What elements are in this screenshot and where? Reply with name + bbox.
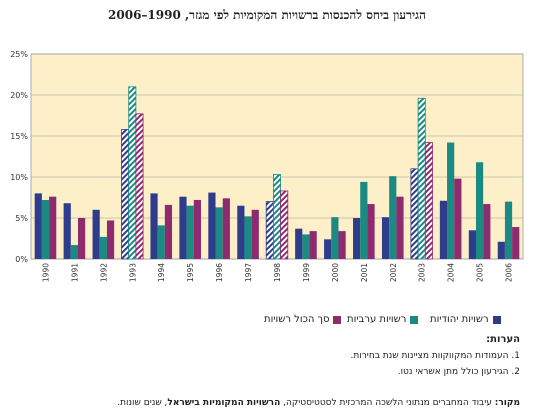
bar-2004-series-2 <box>447 142 455 259</box>
bar-1996-series-3 <box>222 198 230 259</box>
bar-2002-series-3 <box>396 196 404 259</box>
bar-1995-series-3 <box>193 199 201 259</box>
y-tick-label: 5% <box>15 214 28 223</box>
bar-2006-series-2 <box>504 201 513 259</box>
note-item-2: 2. הגירעון כולל מתן אשראי נטו. <box>397 367 520 377</box>
x-tick-label-2000: 2000 <box>331 263 340 282</box>
source-text: עיבוד המחברים מנתוני הלשכה המרכזית לסטטי… <box>283 398 492 408</box>
x-tick-label-2001: 2001 <box>360 263 369 282</box>
notes: הערות: 1. העמודות המקווקוות מציינות שנת … <box>20 334 521 383</box>
legend-label-total: סך הכול רשויות <box>264 314 330 325</box>
bar-1992-series-3 <box>106 220 115 259</box>
bar-2003-series-3 <box>424 142 433 260</box>
x-tick-label-1996: 1996 <box>215 263 224 282</box>
notes-heading: הערות: <box>486 334 520 345</box>
x-tick-label-1991: 1991 <box>70 263 79 282</box>
bar-2001-series-3 <box>367 204 375 259</box>
x-tick-label-1999: 1999 <box>302 263 311 282</box>
bar-2001-series-1 <box>353 218 361 259</box>
bar-chart: 0%5%10%15%20%25% 1990 1991 1992 1993 1994 199… <box>10 50 524 282</box>
bar-1992-series-1 <box>92 209 100 259</box>
legend-jewish: רשויות יהודיות <box>430 314 501 325</box>
bar-1999-series-3 <box>309 231 317 259</box>
bar-2006-series-1 <box>497 241 505 259</box>
bars <box>34 86 520 260</box>
bar-1994-series-3 <box>164 204 173 259</box>
bar-1995-series-1 <box>179 196 187 259</box>
y-axis-ticks: 0% 5% 10% 15% 20% 25% <box>10 50 28 264</box>
bar-1998-series-3 <box>280 190 289 260</box>
y-tick-label: 25% <box>10 50 28 59</box>
bar-1993-series-2 <box>128 86 137 260</box>
legend-label-arab: רשויות ערביות <box>347 314 407 325</box>
bar-1999-series-2 <box>302 234 310 259</box>
legend-swatch-jewish <box>492 315 501 324</box>
bar-1992-series-2 <box>99 236 107 259</box>
bar-1993-series-3 <box>135 113 144 260</box>
bar-2004-series-1 <box>439 200 448 259</box>
bar-1997-series-1 <box>237 205 245 259</box>
bar-1990-series-2 <box>41 199 50 259</box>
y-tick-label: 10% <box>10 173 28 182</box>
bar-1991-series-2 <box>70 245 79 259</box>
bar-2005-series-1 <box>468 230 476 259</box>
legend-total: סך הכול רשויות <box>264 314 342 325</box>
x-tick-label-2004: 2004 <box>447 263 456 282</box>
bar-1994-series-1 <box>150 193 158 259</box>
x-tick-label-1990: 1990 <box>41 263 50 282</box>
x-tick-label-1994: 1994 <box>157 263 166 282</box>
bar-2005-series-3 <box>483 204 491 259</box>
x-tick-label-1998: 1998 <box>273 263 282 282</box>
bar-1998-series-1 <box>265 201 274 260</box>
x-tick-label-2006: 2006 <box>505 263 514 282</box>
bar-2002-series-1 <box>381 217 390 259</box>
legend-arab: רשויות ערביות <box>347 314 419 325</box>
y-tick-label: 0% <box>15 255 28 264</box>
x-tick-label-1995: 1995 <box>186 263 195 282</box>
bar-1996-series-2 <box>215 207 223 259</box>
bar-1997-series-3 <box>251 209 259 259</box>
x-tick-label-1993: 1993 <box>128 263 137 282</box>
source-label: מקור: <box>494 398 520 408</box>
bar-1991-series-1 <box>63 203 71 259</box>
legend-swatch-total <box>333 315 342 324</box>
bar-1993-series-1 <box>121 129 130 260</box>
bar-2002-series-2 <box>389 176 397 259</box>
bar-1997-series-2 <box>244 216 252 259</box>
bar-1999-series-1 <box>295 228 303 259</box>
source-publication: הרשויות המקומיות בישראל <box>167 398 281 408</box>
x-tick-label-2003: 2003 <box>418 263 427 282</box>
note-item-1: 1. העמודות המקווקוות מציינות שנת בחירות. <box>350 351 521 361</box>
bar-1996-series-1 <box>208 192 216 259</box>
y-tick-label: 20% <box>10 91 28 100</box>
bar-2003-series-1 <box>410 168 419 260</box>
legend-label-jewish: רשויות יהודיות <box>430 314 489 325</box>
bar-2001-series-2 <box>360 181 368 259</box>
source-suffix: , שנים שונות. <box>117 398 168 408</box>
x-tick-label-2002: 2002 <box>389 263 398 282</box>
bar-2006-series-3 <box>512 227 520 259</box>
legend-swatch-arab <box>410 315 419 324</box>
bar-2003-series-2 <box>417 97 426 260</box>
x-tick-label-1992: 1992 <box>99 263 108 282</box>
bar-1990-series-1 <box>34 193 42 259</box>
chart-title: הגירעון ביחס להכנסות ברשויות המקומיות לפ… <box>108 8 426 22</box>
bar-2005-series-2 <box>475 162 484 259</box>
x-axis-ticks: 1990 1991 1992 1993 1994 1995 1996 1997 1998 1999… <box>41 263 513 282</box>
bar-1998-series-2 <box>272 174 281 260</box>
bar-1994-series-2 <box>157 225 165 259</box>
bar-2000-series-3 <box>338 231 346 259</box>
bar-2000-series-2 <box>331 217 339 259</box>
bar-2000-series-1 <box>324 239 332 259</box>
bar-1991-series-3 <box>78 218 86 259</box>
x-tick-label-1997: 1997 <box>244 263 253 282</box>
x-tick-label-2005: 2005 <box>476 263 485 282</box>
bar-1995-series-2 <box>186 205 194 259</box>
bar-2004-series-3 <box>454 178 462 259</box>
source-line: מקור: עיבוד המחברים מנתוני הלשכה המרכזית… <box>10 398 520 408</box>
y-tick-label: 15% <box>10 132 28 141</box>
bar-1990-series-3 <box>49 196 57 259</box>
